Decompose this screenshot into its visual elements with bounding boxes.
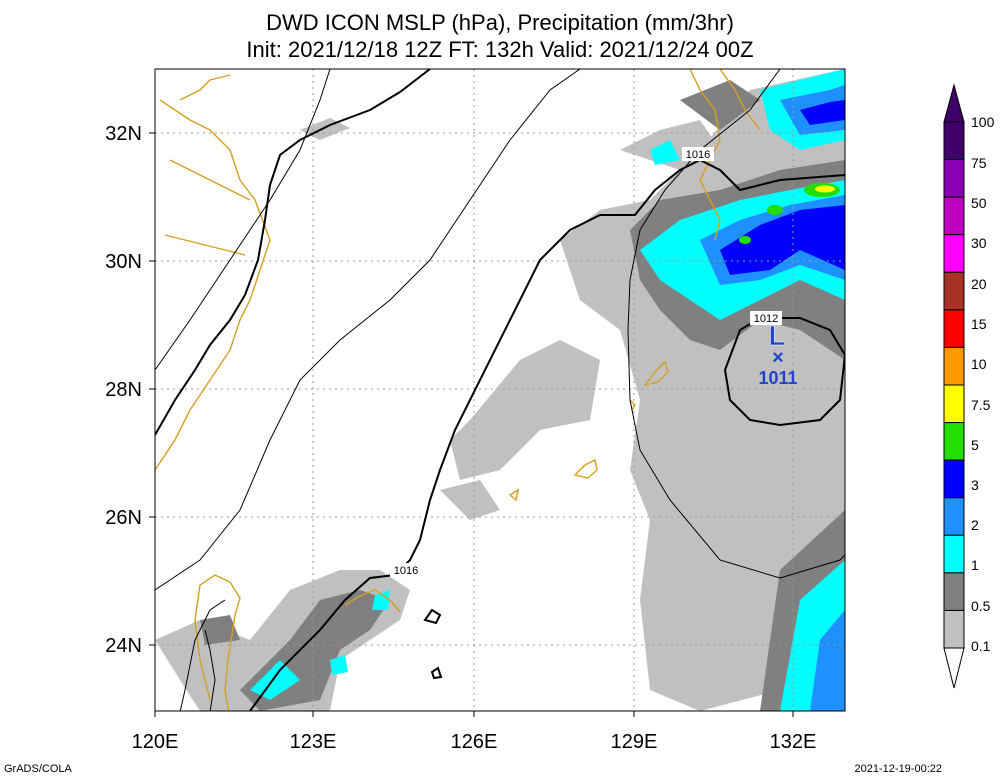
colorbar-swatch [943, 384, 965, 424]
colorbar-label: 3 [971, 477, 979, 493]
lat-labels: 32N 30N 28N 26N 24N [105, 123, 142, 657]
colorbar-label: 10 [971, 356, 987, 372]
lon-tick-label: 132E [770, 731, 817, 753]
low-center-marker: × [772, 347, 784, 369]
colorbar-swatch [943, 121, 965, 161]
axis-ticks [149, 132, 794, 717]
colorbar-swatch [943, 572, 965, 611]
isobar-label: 1016 [394, 565, 418, 577]
colorbar-swatch [943, 422, 965, 461]
colorbar-label: 7.5 [971, 397, 991, 413]
colorbar-swatch [943, 459, 965, 499]
colorbar-label: 2 [971, 517, 979, 533]
low-pressure-value: 1011 [758, 368, 797, 388]
precip-core [739, 183, 840, 244]
colorbar-label: 100 [971, 114, 995, 130]
lon-labels: 120E 123E 126E 129E 132E [132, 731, 817, 753]
colorbar: 100 75 50 30 20 15 10 7.5 5 3 2 1 0.5 0.… [943, 83, 995, 689]
colorbar-swatch [943, 234, 965, 273]
lat-tick-label: 30N [105, 251, 142, 273]
colorbar-label: 0.1 [971, 638, 991, 654]
colorbar-label: 1 [971, 557, 979, 573]
isobar-label: 1016 [686, 149, 710, 161]
footer-credit: GrADS/COLA [4, 763, 72, 775]
lon-tick-label: 120E [132, 731, 179, 753]
colorbar-label: 5 [971, 437, 979, 453]
map-frame [154, 68, 846, 712]
colorbar-boxes [943, 121, 965, 649]
precip-3mm [720, 100, 845, 275]
low-pressure-center: L × 1011 [758, 320, 797, 388]
lon-tick-label: 126E [451, 731, 498, 753]
map-area [155, 69, 845, 711]
map-subtitle: Init: 2021/12/18 12Z FT: 132h Valid: 202… [246, 37, 754, 62]
map-title: DWD ICON MSLP (hPa), Precipitation (mm/3… [266, 10, 734, 35]
colorbar-labels: 100 75 50 30 20 15 10 7.5 5 3 2 1 0.5 0.… [971, 114, 995, 654]
colorbar-swatch [943, 196, 965, 236]
colorbar-label: 20 [971, 276, 987, 292]
lat-tick-label: 32N [105, 123, 142, 145]
colorbar-label: 75 [971, 155, 987, 171]
colorbar-swatch [943, 534, 965, 574]
low-symbol: L [768, 320, 785, 351]
colorbar-bottom-arrow [943, 647, 965, 689]
grid-lines [155, 69, 845, 711]
coastlines [155, 69, 761, 711]
colorbar-swatch [943, 497, 965, 536]
colorbar-swatch [943, 609, 965, 649]
lon-tick-label: 123E [290, 731, 337, 753]
isobar-label: 1012 [754, 313, 778, 325]
isobars-thin [155, 69, 845, 711]
lat-tick-label: 26N [105, 507, 142, 529]
colorbar-label: 15 [971, 316, 987, 332]
colorbar-swatch [943, 346, 965, 386]
lat-tick-label: 24N [105, 635, 142, 657]
lon-tick-label: 129E [611, 731, 658, 753]
footer-timestamp: 2021-12-19-00:22 [854, 763, 942, 775]
lat-tick-label: 28N [105, 379, 142, 401]
isobar-labels: 1016 1016 1012 [390, 147, 782, 577]
colorbar-label: 30 [971, 235, 987, 251]
colorbar-top-arrow [943, 83, 965, 123]
colorbar-swatch [943, 271, 965, 311]
colorbar-label: 50 [971, 195, 987, 211]
colorbar-swatch [943, 159, 965, 198]
colorbar-label: 0.5 [971, 598, 991, 614]
colorbar-swatch [943, 309, 965, 348]
